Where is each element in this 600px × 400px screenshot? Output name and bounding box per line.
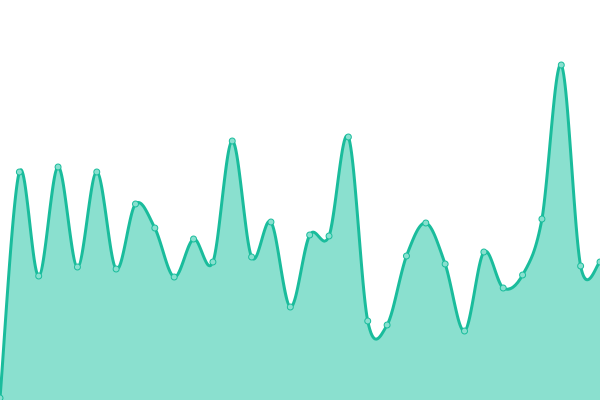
data-point-6 (112, 265, 120, 273)
data-point-0 (0, 394, 4, 400)
data-point-18 (344, 133, 352, 141)
data-point-8 (151, 224, 159, 232)
data-point-22 (422, 219, 430, 227)
data-points (0, 61, 600, 400)
data-point-17 (325, 232, 333, 240)
data-point-19 (364, 317, 372, 325)
data-point-7 (131, 200, 139, 208)
data-point-2 (35, 272, 43, 280)
area-fill (0, 64, 600, 400)
data-point-10 (190, 235, 198, 243)
data-point-21 (402, 252, 410, 260)
data-point-4 (73, 263, 81, 271)
data-point-29 (557, 61, 565, 69)
data-point-20 (383, 321, 391, 329)
data-point-27 (519, 271, 527, 279)
data-point-11 (209, 258, 217, 266)
data-point-14 (267, 218, 275, 226)
data-point-30 (577, 262, 585, 270)
data-point-24 (461, 327, 469, 335)
data-point-28 (538, 215, 546, 223)
data-point-3 (54, 163, 62, 171)
data-point-23 (441, 260, 449, 268)
data-point-16 (306, 231, 314, 239)
data-point-9 (170, 273, 178, 281)
data-point-25 (480, 248, 488, 256)
data-point-26 (499, 284, 507, 292)
data-point-15 (286, 303, 294, 311)
data-point-13 (248, 253, 256, 261)
data-point-5 (93, 168, 101, 176)
data-point-31 (596, 258, 600, 266)
data-point-1 (15, 168, 23, 176)
data-point-12 (228, 137, 236, 145)
